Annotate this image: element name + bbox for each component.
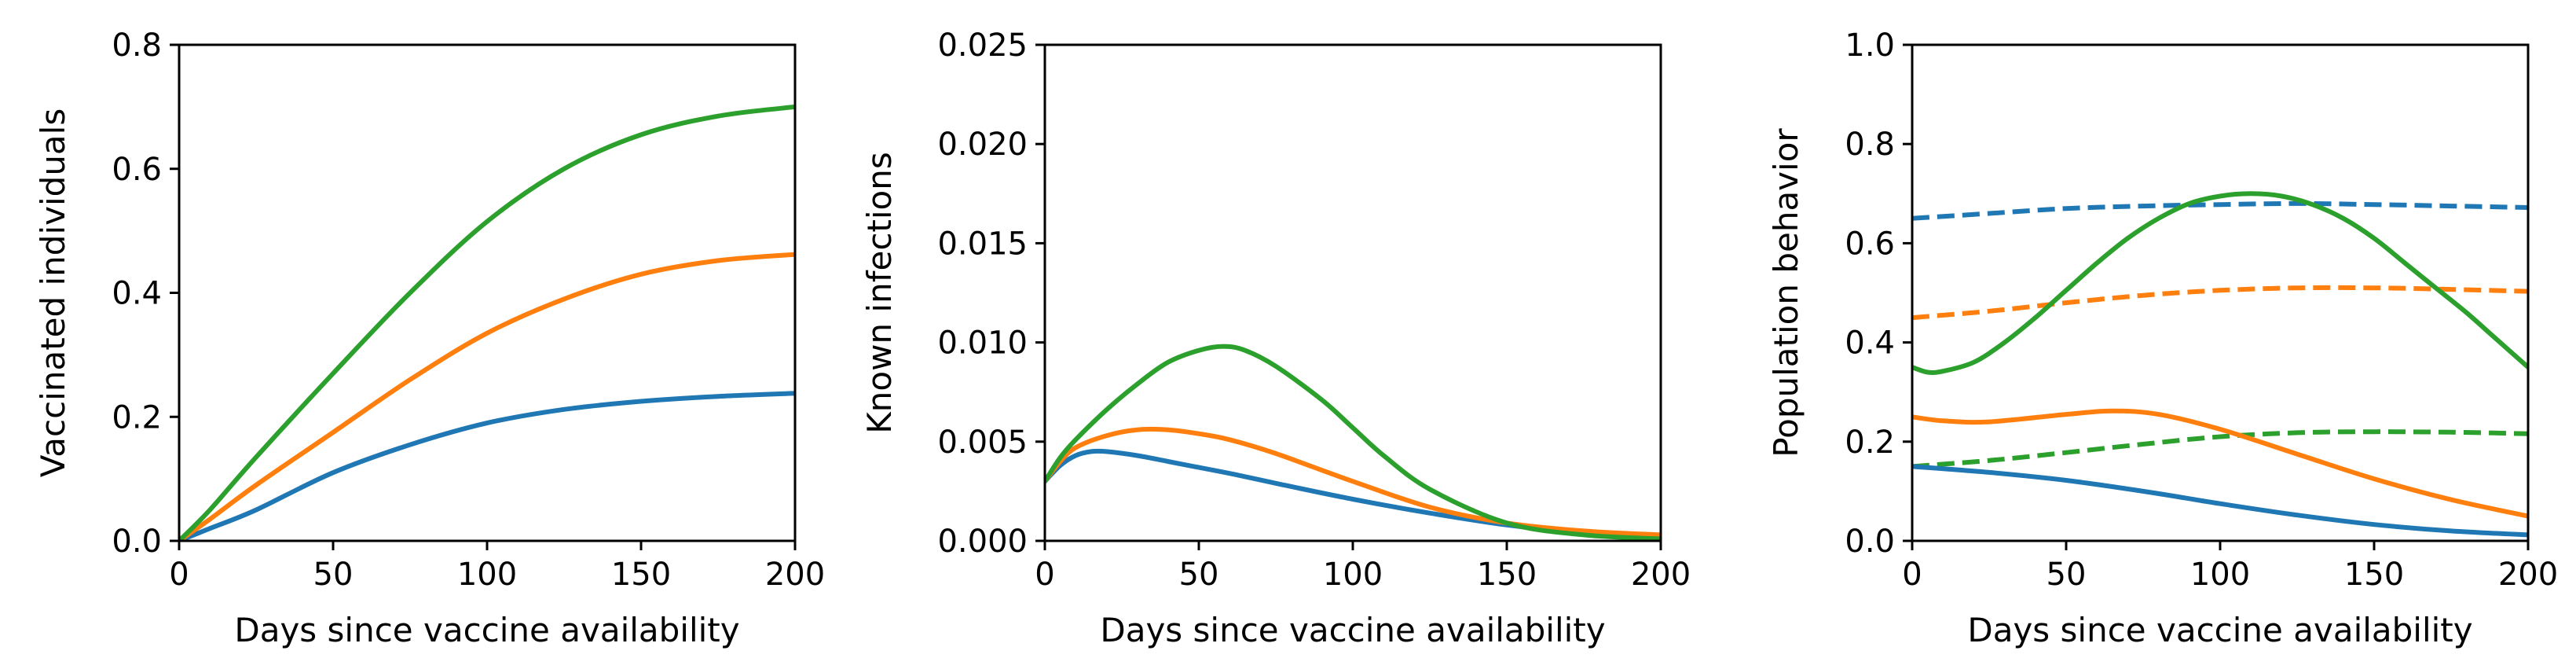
vaccinated-x-tick-label: 0 xyxy=(169,557,189,593)
behavior-y-axis-label: Population behavior xyxy=(1767,128,1805,458)
vaccinated-series-line-3 xyxy=(179,104,795,541)
infections-y-tick-label: 0.020 xyxy=(937,127,1028,163)
behavior-y-tick-label: 0.6 xyxy=(1845,226,1895,262)
behavior-ticks: 0 50 100 150 200 0.0 0.2 0.4 0.6 0.8 1.0 xyxy=(1845,28,2558,593)
vaccinated-axes-frame xyxy=(178,43,797,542)
infections-x-tick-label: 100 xyxy=(1323,557,1383,593)
behavior-y-tick-label: 0.4 xyxy=(1845,325,1895,362)
vaccinated-y-axis-label: Vaccinated individuals xyxy=(34,108,72,477)
infections-x-tick-label: 200 xyxy=(1631,557,1691,593)
vaccinated-ticks: 0 50 100 150 200 0.0 0.2 0.4 0.6 0.8 xyxy=(112,28,825,593)
infections-ticks: 0 50 100 150 200 0.000 0.005 0.010 0.015 0.020 0.0… xyxy=(937,28,1691,593)
behavior-y-tick-label: 0.0 xyxy=(1845,524,1895,560)
infections-y-tick-label: 0.005 xyxy=(937,425,1028,461)
infections-x-tick-label: 50 xyxy=(1179,557,1219,593)
infections-y-tick-label: 0.015 xyxy=(937,226,1028,262)
vaccinated-x-tick-label: 150 xyxy=(611,557,671,593)
vaccinated-x-tick-label: 50 xyxy=(313,557,354,593)
vaccinated-y-tick-label: 0.2 xyxy=(112,399,162,436)
infections-y-axis-label: Known infections xyxy=(860,152,899,434)
vaccinated-lines xyxy=(179,104,795,541)
infections-y-tick-label: 0.010 xyxy=(937,325,1028,362)
panel-vaccinated: 0 50 100 150 200 0.0 0.2 0.4 0.6 0.8 Days since v… xyxy=(34,28,825,649)
infections-series-line-3 xyxy=(1045,344,1661,541)
vaccinated-series-line-1 xyxy=(179,391,795,541)
vaccinated-x-axis-label: Days since vaccine availability xyxy=(234,611,739,649)
behavior-y-tick-label: 0.2 xyxy=(1845,425,1895,461)
behavior-axes-frame xyxy=(1911,43,2530,542)
behavior-x-axis-label: Days since vaccine availability xyxy=(1967,611,2472,649)
vaccinated-x-tick-label: 200 xyxy=(765,557,825,593)
vaccinated-y-tick-label: 0.4 xyxy=(112,276,162,312)
vaccinated-x-tick-label: 100 xyxy=(457,557,517,593)
vaccinated-y-tick-label: 0.8 xyxy=(112,28,162,64)
behavior-x-tick-label: 50 xyxy=(2047,557,2087,593)
behavior-y-tick-label: 1.0 xyxy=(1845,28,1895,64)
behavior-x-tick-label: 100 xyxy=(2190,557,2250,593)
vaccinated-series-line-2 xyxy=(179,252,795,541)
infections-y-tick-label: 0.025 xyxy=(937,28,1028,64)
infections-x-axis-label: Days since vaccine availability xyxy=(1100,611,1605,649)
behavior-x-tick-label: 0 xyxy=(1902,557,1922,593)
behavior-series-line-4 xyxy=(1912,464,2528,538)
behavior-series-line-2 xyxy=(1912,285,2528,321)
vaccinated-y-tick-label: 0.0 xyxy=(112,524,162,560)
infections-x-tick-label: 0 xyxy=(1035,557,1054,593)
behavior-series-line-5 xyxy=(1912,408,2528,519)
infections-x-tick-label: 150 xyxy=(1477,557,1537,593)
vaccinated-y-tick-label: 0.6 xyxy=(112,152,162,188)
behavior-y-tick-label: 0.8 xyxy=(1845,127,1895,163)
behavior-lines xyxy=(1912,191,2528,538)
panel-infections: 0 50 100 150 200 0.000 0.005 0.010 0.015 0.020 0.0… xyxy=(860,28,1691,649)
panel-behavior: 0 50 100 150 200 0.0 0.2 0.4 0.6 0.8 1.0 Days sinc… xyxy=(1767,28,2558,649)
infections-y-tick-label: 0.000 xyxy=(937,524,1028,560)
behavior-series-line-3 xyxy=(1912,429,2528,469)
behavior-series-line-1 xyxy=(1912,200,2528,221)
infections-axes-frame xyxy=(1043,43,1662,542)
infections-lines xyxy=(1045,344,1661,541)
behavior-series-line-6 xyxy=(1912,191,2528,375)
behavior-x-tick-label: 200 xyxy=(2498,557,2558,593)
behavior-x-tick-label: 150 xyxy=(2344,557,2404,593)
